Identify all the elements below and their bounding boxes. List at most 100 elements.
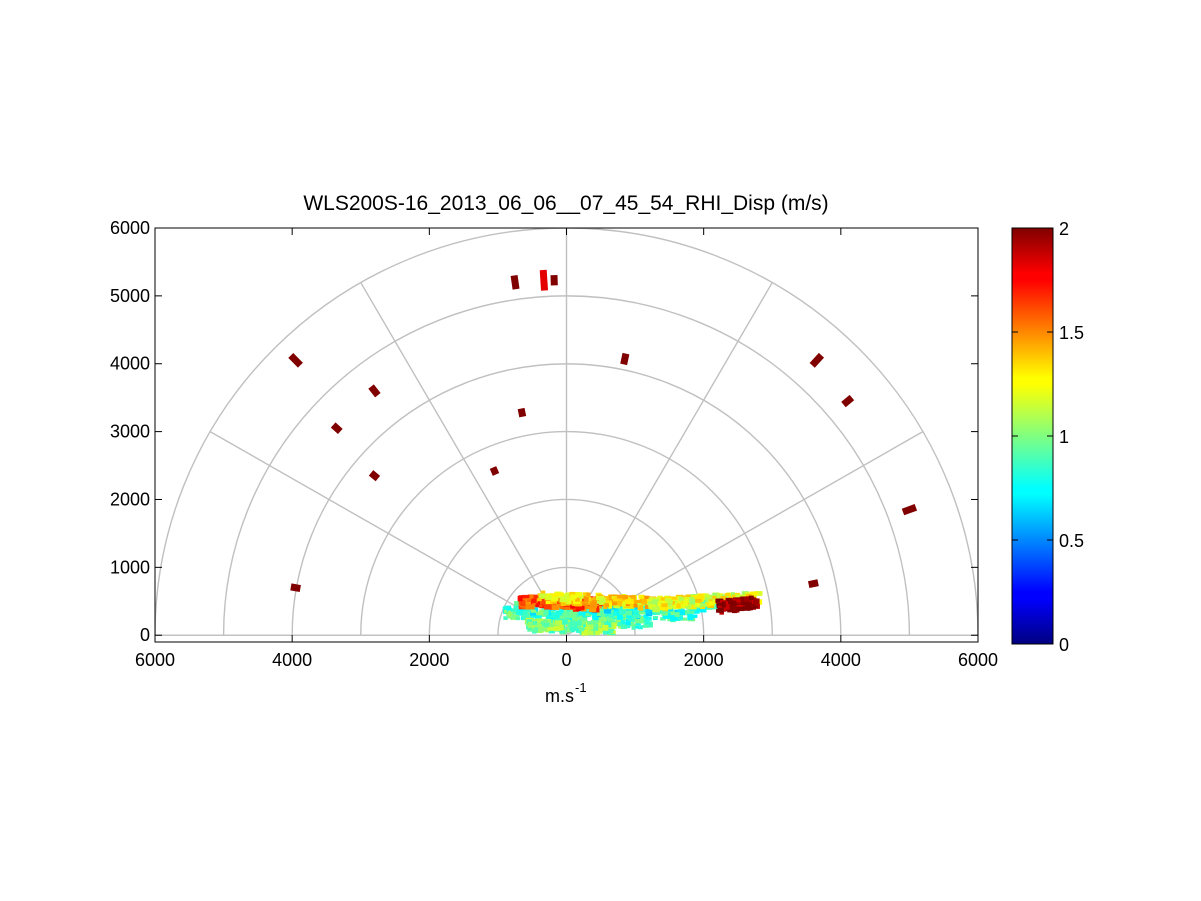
near-field-point <box>545 600 553 605</box>
near-field-point <box>704 596 709 601</box>
near-field-point <box>634 618 643 624</box>
near-field-point <box>559 624 564 631</box>
near-field-point <box>581 629 589 636</box>
near-field-point <box>740 603 748 608</box>
near-field-point <box>680 595 689 602</box>
near-field-point <box>622 595 629 600</box>
x-axis-label: m.s <box>545 686 574 706</box>
near-field-point <box>582 620 588 624</box>
near-field-point <box>677 609 686 616</box>
near-field-point <box>613 602 620 609</box>
near-field-point <box>559 596 567 603</box>
data-point <box>288 353 303 368</box>
near-field-point <box>667 599 673 605</box>
near-field-point <box>663 612 671 619</box>
near-field-point <box>576 614 584 618</box>
colorbar-ticks: 0 0.5 1 1.5 2 <box>1012 219 1084 655</box>
near-field-point <box>743 597 749 602</box>
near-field-point <box>737 606 744 612</box>
near-field-point <box>525 599 532 605</box>
near-field-point <box>532 626 538 633</box>
near-field-point <box>678 616 683 620</box>
near-field-point <box>528 604 535 610</box>
data-point <box>550 274 558 286</box>
near-field-point <box>550 612 555 618</box>
near-field-point <box>638 594 644 599</box>
data-point <box>841 394 855 408</box>
near-field-point <box>629 604 635 609</box>
near-field-point <box>727 600 735 606</box>
near-field-point <box>578 626 584 632</box>
near-field-point <box>618 609 625 614</box>
near-field-point <box>595 622 602 628</box>
near-field-point <box>731 592 736 597</box>
near-field-point <box>543 622 550 626</box>
near-field-point <box>620 619 625 625</box>
near-field-point <box>544 604 552 610</box>
near-field-point <box>716 598 724 602</box>
near-field-point <box>634 599 642 604</box>
near-field-point <box>687 614 694 620</box>
near-field-point <box>633 603 638 608</box>
x-axis: 6000 4000 2000 0 2000 4000 6000 <box>135 228 998 670</box>
near-field-point <box>617 614 623 620</box>
y-tick-label: 6000 <box>110 218 150 238</box>
near-field-point <box>704 593 710 598</box>
near-field-point <box>609 629 614 634</box>
near-field-point <box>513 605 518 611</box>
near-field-point <box>674 612 680 617</box>
x-tick-label: 4000 <box>821 650 861 670</box>
near-field-point <box>589 630 594 635</box>
data-point <box>901 504 918 516</box>
near-field-point <box>577 620 582 626</box>
near-field-point <box>709 601 715 606</box>
near-field-point <box>600 621 607 626</box>
near-field-point <box>553 626 560 631</box>
near-field-point <box>573 600 581 604</box>
near-field-point <box>602 624 609 631</box>
near-field-point <box>557 592 564 597</box>
near-field-point <box>644 621 651 627</box>
x-tick-label: 6000 <box>958 650 998 670</box>
near-field-point <box>537 626 545 632</box>
near-field-point <box>604 609 611 614</box>
near-field-point <box>641 599 648 605</box>
data-point <box>489 466 500 476</box>
near-field-point <box>638 616 644 620</box>
near-field-point <box>651 599 660 605</box>
near-field-point <box>602 628 611 635</box>
near-field-point <box>596 625 603 630</box>
near-field-point <box>587 621 595 625</box>
near-field-point <box>752 598 760 605</box>
polar-spoke <box>360 282 568 636</box>
near-field-point <box>598 615 605 621</box>
near-field-point <box>601 612 606 617</box>
near-field-point <box>701 603 707 607</box>
near-field-point <box>536 611 544 616</box>
near-field-point <box>590 623 596 628</box>
near-field-point <box>626 599 634 605</box>
near-field-point <box>567 616 574 622</box>
polar-spoke <box>565 282 773 636</box>
y-tick-label: 0 <box>140 625 150 645</box>
near-field-point <box>595 627 603 634</box>
near-field-point <box>689 598 696 605</box>
plot-area: 6000 4000 2000 0 2000 4000 6000 0 1000 2000 3000 4… <box>110 218 998 670</box>
polar-grid <box>155 228 978 636</box>
near-field-point <box>503 616 508 620</box>
near-field-point <box>700 606 707 613</box>
near-field-point <box>731 600 737 607</box>
x-tick-label: 2000 <box>409 650 449 670</box>
near-field-point <box>604 622 612 628</box>
near-field-point <box>730 605 738 612</box>
near-field-point <box>507 614 515 619</box>
near-field-point <box>749 591 758 595</box>
near-field-point <box>622 607 627 612</box>
near-field-point <box>566 627 572 633</box>
near-field-point <box>609 613 617 617</box>
near-field-point <box>559 607 567 613</box>
near-field-point <box>534 615 542 620</box>
near-field-point <box>565 611 571 616</box>
near-field-point <box>667 605 673 610</box>
near-field-point <box>555 596 563 601</box>
